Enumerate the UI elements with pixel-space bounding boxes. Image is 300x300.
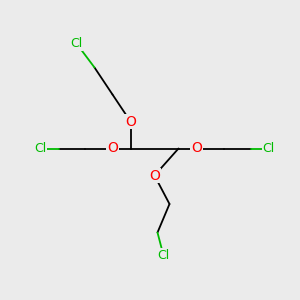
- Text: Cl: Cl: [70, 37, 83, 50]
- Text: O: O: [191, 142, 202, 155]
- Text: Cl: Cl: [34, 142, 46, 155]
- Text: O: O: [107, 142, 118, 155]
- Text: Cl: Cl: [262, 142, 274, 155]
- Text: Cl: Cl: [158, 249, 169, 262]
- Text: O: O: [149, 169, 160, 182]
- Text: O: O: [125, 115, 136, 128]
